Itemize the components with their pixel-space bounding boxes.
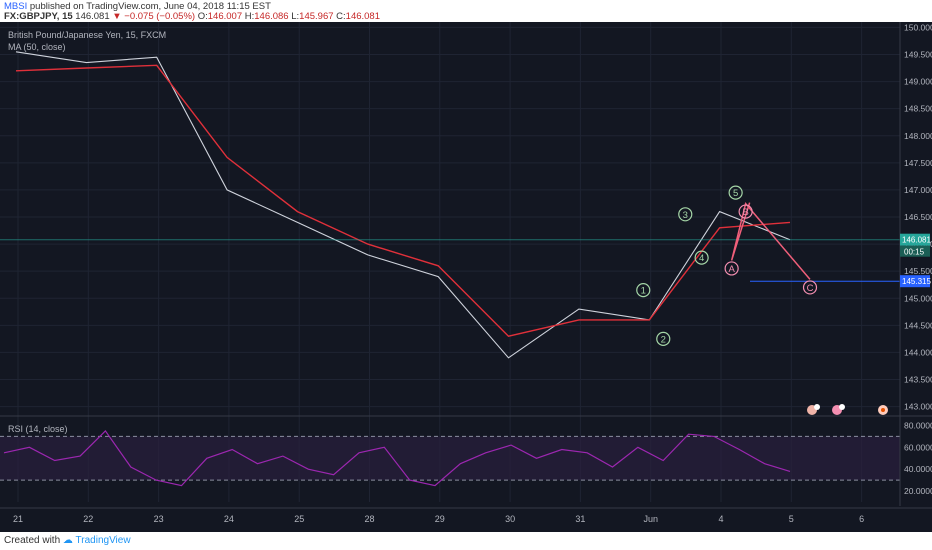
ohlc-line: FX:GBPJPY, 15 146.081 ▼ −0.075 (−0.05%) … xyxy=(4,11,380,22)
footer: Created with ☁ TradingView xyxy=(0,532,932,550)
price-tick-label: 149.500 xyxy=(904,50,932,60)
price-tick-label: 143.000 xyxy=(904,402,932,412)
time-tick-label: Jun xyxy=(643,514,658,524)
price-line xyxy=(15,51,791,359)
event-dot-icon xyxy=(881,408,885,412)
price-tick-label: 145.500 xyxy=(904,266,932,276)
event-markers[interactable] xyxy=(807,404,888,415)
publish-header: MBSI published on TradingView.com, June … xyxy=(0,0,932,22)
price-tick-label: 146.500 xyxy=(904,212,932,222)
countdown-tag xyxy=(900,245,930,257)
wave-3-label: 3 xyxy=(683,210,688,221)
wave-A-circle xyxy=(724,261,739,276)
time-tick-label: 31 xyxy=(575,514,585,524)
projection-path xyxy=(730,201,811,280)
rsi-tick-label: 80.0000 xyxy=(904,420,932,430)
price-panel xyxy=(0,51,900,359)
badge-icon xyxy=(814,404,820,410)
price-tick-label: 147.500 xyxy=(904,158,932,168)
wave-B-label: B xyxy=(742,207,748,218)
last-price: 146.081 xyxy=(75,11,110,22)
close-label: C: xyxy=(336,11,346,22)
wave-1-circle xyxy=(636,283,651,298)
rsi-tick-label: 60.0000 xyxy=(904,442,932,452)
price-tick-label: 147.000 xyxy=(904,185,932,195)
high-label: H: xyxy=(244,11,255,22)
current-price-label: 146.081 xyxy=(902,236,931,245)
open-label: O: xyxy=(197,11,208,22)
wave-4-circle xyxy=(694,250,709,265)
target-price-tag xyxy=(900,275,930,288)
tradingview-link[interactable]: TradingView xyxy=(75,535,131,546)
wave-1-label: 1 xyxy=(641,286,646,297)
wave-3-circle xyxy=(678,207,693,222)
chart-title: British Pound/Japanese Yen, 15, FXCM xyxy=(8,30,166,40)
open-value: 146.007 xyxy=(207,11,243,22)
time-tick-label: 24 xyxy=(224,514,234,524)
axes: 21 22 23 24 25 28 29 30 31 Jun 4 5 6150.000149.50014… xyxy=(0,22,932,524)
published-text: published on TradingView.com, June 04, 2… xyxy=(29,1,271,12)
publish-line: MBSI published on TradingView.com, June … xyxy=(4,1,271,12)
countdown-label: 00:15 xyxy=(904,248,925,257)
wave-2-label: 2 xyxy=(661,334,666,345)
price-tick-label: 145.000 xyxy=(904,293,932,303)
rsi-tick-label: 40.0000 xyxy=(904,464,932,474)
price-tick-label: 148.000 xyxy=(904,131,932,141)
author-link[interactable]: MBSI xyxy=(4,1,28,12)
time-tick-label: 5 xyxy=(789,514,794,524)
wave-A-label: A xyxy=(728,264,735,275)
rsi-line xyxy=(3,429,791,487)
wave-2-circle xyxy=(656,331,671,346)
price-change: ▼ −0.075 (−0.05%) xyxy=(112,11,196,22)
tradingview-logo-icon[interactable]: ☁ xyxy=(62,535,73,546)
low-value: 145.967 xyxy=(299,11,334,22)
rsi-panel xyxy=(0,429,900,487)
price-tick-label: 148.500 xyxy=(904,104,932,114)
price-tick-label: 144.500 xyxy=(904,320,932,330)
price-tick-label: 143.500 xyxy=(904,375,932,385)
high-value: 146.086 xyxy=(254,11,289,22)
ma-legend[interactable]: MA (50, close) xyxy=(8,42,66,52)
price-tick-label: 144.000 xyxy=(904,347,932,357)
time-tick-label: 22 xyxy=(83,514,93,524)
close-value: 146.081 xyxy=(345,11,380,22)
rsi-legend[interactable]: RSI (14, close) xyxy=(8,424,68,434)
rsi-tick-label: 20.0000 xyxy=(904,486,932,496)
current-price-tag xyxy=(900,233,930,246)
time-tick-label: 30 xyxy=(505,514,515,524)
time-tick-label: 21 xyxy=(13,514,23,524)
price-tick-label: 150.000 xyxy=(904,22,932,32)
time-tick-label: 28 xyxy=(364,514,374,524)
wave-C-label: C xyxy=(807,283,814,294)
wave-C-circle xyxy=(802,280,818,295)
time-tick-label: 6 xyxy=(859,514,864,524)
time-tick-label: 25 xyxy=(294,514,304,524)
wave-5-label: 5 xyxy=(733,188,738,199)
wave-5-circle xyxy=(728,185,743,200)
wave-B-circle xyxy=(738,204,753,219)
symbol-label: FX:GBPJPY, 15 xyxy=(4,11,73,22)
time-tick-label: 4 xyxy=(718,514,723,524)
elliott-wave-labels: 1 2 3 4 5 A B C xyxy=(636,185,818,346)
time-tick-label: 29 xyxy=(435,514,445,524)
low-label: L: xyxy=(291,11,300,22)
rsi-band xyxy=(0,436,900,481)
ma-line xyxy=(15,64,791,337)
wave-4-label: 4 xyxy=(699,253,704,264)
badge-icon xyxy=(839,404,845,410)
time-tick-label: 23 xyxy=(154,514,164,524)
price-tick-label: 149.000 xyxy=(904,77,932,87)
target-price-label: 145.315 xyxy=(902,277,931,286)
created-with-label: Created with xyxy=(4,535,61,546)
